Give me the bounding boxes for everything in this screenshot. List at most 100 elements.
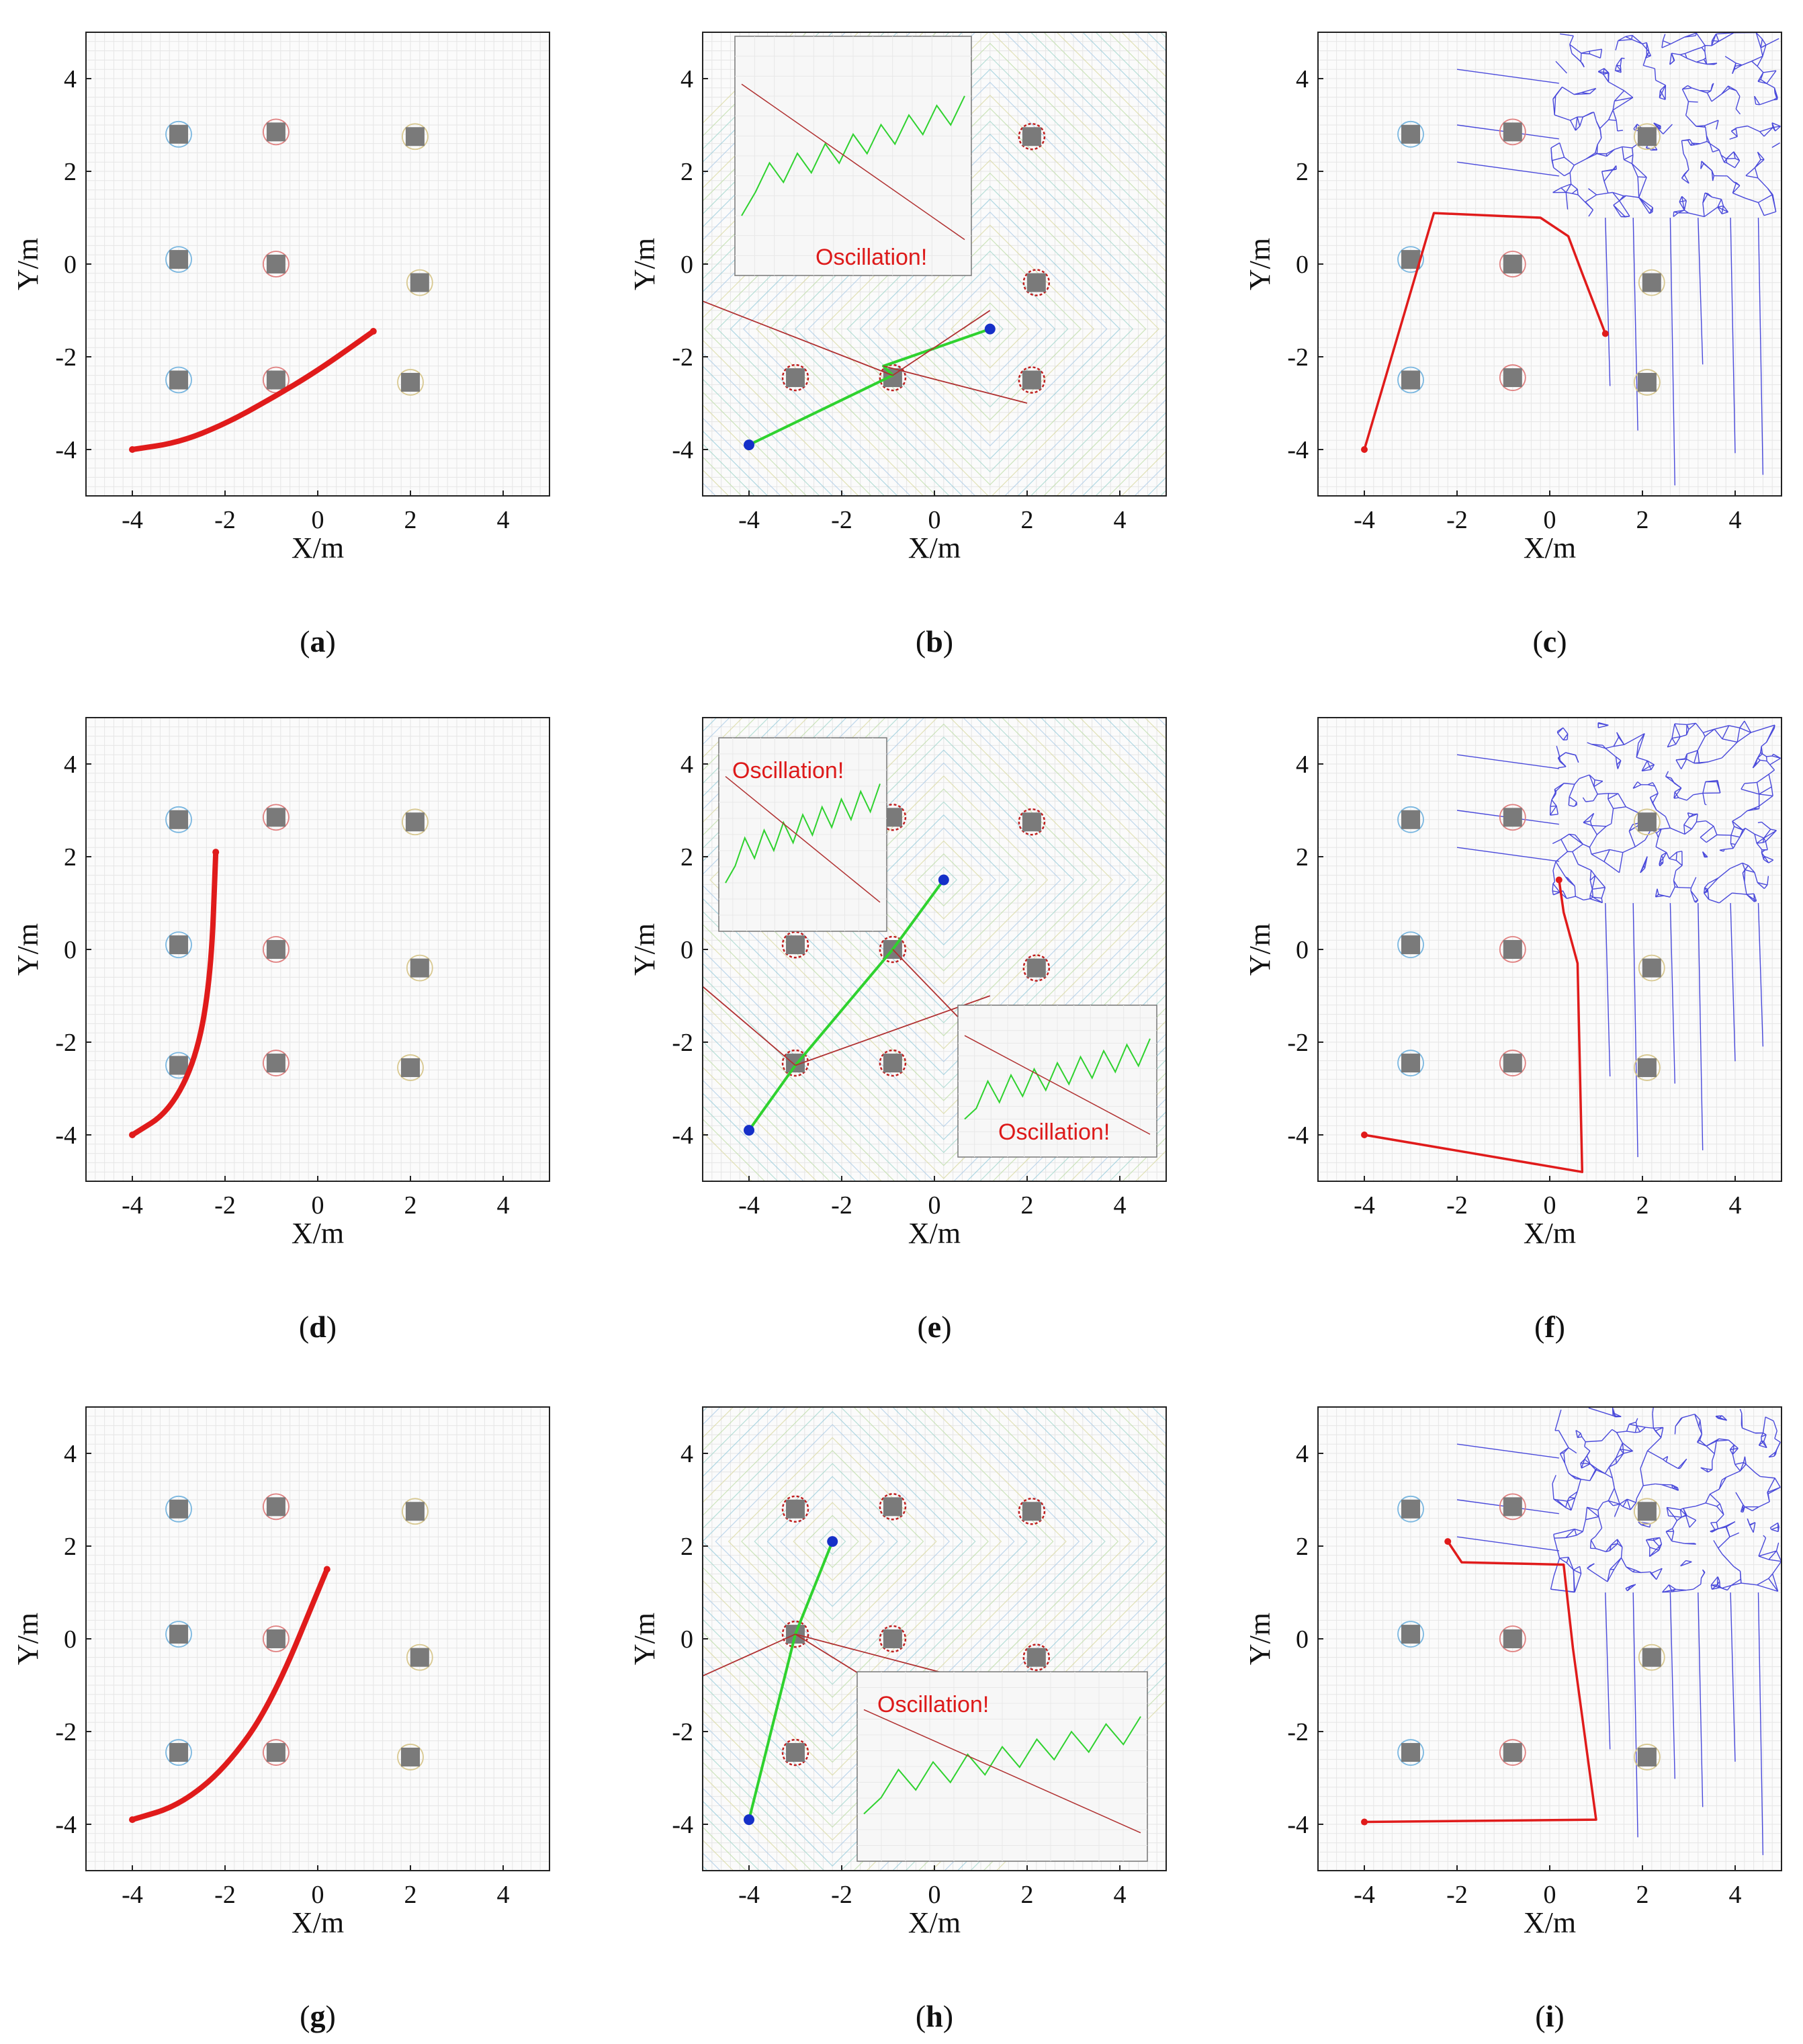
voronoi-edge (1765, 830, 1777, 842)
obstacle-2 (266, 808, 285, 827)
x-tick-label: 0 (1544, 1191, 1556, 1220)
voronoi-edge (1771, 786, 1773, 796)
obstacle-boundary (879, 1493, 907, 1521)
x-tick-label: 4 (1114, 1191, 1127, 1220)
voronoi-edge (1608, 1500, 1614, 1506)
voronoi-edge (1563, 1447, 1569, 1453)
voronoi-edge (1571, 52, 1581, 62)
voronoi-edge (1761, 1440, 1767, 1448)
voronoi-edge (1746, 894, 1755, 902)
x-axis-label: X/m (292, 1906, 344, 1939)
voronoi-edge (1589, 813, 1595, 822)
voronoi-edge (1741, 788, 1759, 795)
voronoi-edge (1635, 1431, 1640, 1433)
voronoi-edge (1615, 40, 1619, 50)
voronoi-edge (1552, 861, 1556, 871)
voronoi-edge (1610, 849, 1623, 853)
voronoi-edge (1659, 858, 1664, 862)
obstacle-5 (1503, 940, 1522, 959)
obstacle-boundary (781, 364, 809, 392)
voronoi-edge (1665, 1461, 1679, 1469)
obstacle-7 (169, 370, 188, 390)
voronoi-edge (1594, 779, 1603, 782)
voronoi-edge (1576, 1531, 1583, 1536)
voronoi-edge (1551, 799, 1557, 806)
obstacle-3 (1637, 1502, 1657, 1521)
voronoi-edge (1608, 1457, 1617, 1467)
obstacle-boundary (165, 1621, 192, 1648)
voronoi-edge (1681, 759, 1687, 769)
voronoi-edge (1704, 887, 1708, 890)
voronoi-edge (1618, 793, 1626, 808)
voronoi-edge (1652, 782, 1656, 787)
x-tick-label: 4 (497, 1191, 510, 1220)
obstacles (165, 804, 433, 1081)
voronoi-edge (1712, 40, 1719, 42)
voronoi-edge (1559, 1556, 1569, 1559)
voronoi-edge (1743, 1504, 1745, 1507)
voronoi-edge (1558, 766, 1567, 769)
voronoi-edge (1656, 828, 1662, 834)
plot-area (86, 32, 549, 496)
voronoi-edge (1709, 143, 1714, 153)
voronoi-edge (1659, 90, 1666, 100)
voronoi-edge (1550, 1576, 1554, 1590)
y-tick-label: 0 (680, 936, 693, 964)
voronoi-edge (1669, 858, 1677, 861)
voronoi-edge (1679, 52, 1685, 56)
voronoi-edge (1569, 120, 1577, 131)
voronoi-edge (1587, 1506, 1599, 1517)
obstacle-boundary (1499, 364, 1526, 391)
x-tick-label: 4 (497, 506, 510, 534)
voronoi-edge (1559, 1558, 1567, 1564)
y-axis-label: Y/m (1243, 238, 1276, 290)
obstacle-7 (786, 1743, 805, 1762)
x-tick-label: -2 (214, 506, 236, 534)
voronoi-edge (1581, 1478, 1590, 1482)
voronoi-edge (1612, 191, 1620, 202)
voronoi-edge (1760, 39, 1763, 48)
voronoi-edge (1694, 750, 1698, 763)
y-tick-label: -2 (672, 343, 693, 372)
voronoi-edge (1766, 761, 1771, 765)
voronoi-edge (1717, 780, 1721, 794)
voronoi-edge (1758, 1501, 1770, 1508)
voronoi-edge (1686, 58, 1697, 63)
voronoi-edge (1622, 1506, 1631, 1510)
voronoi-edge (1758, 194, 1773, 204)
contour-line (805, 1515, 859, 1568)
voronoi-edge (1618, 38, 1632, 42)
voronoi-edge (1620, 1558, 1627, 1568)
voronoi-edge (1655, 1426, 1664, 1432)
y-tick-label: 2 (680, 1533, 693, 1561)
obstacle-9 (401, 1058, 420, 1077)
voronoi-edge (1613, 200, 1620, 206)
voronoi-edge (1694, 1414, 1700, 1427)
voronoi-edge (1692, 142, 1700, 144)
voronoi-edge (1612, 101, 1616, 110)
voronoi-edge (1592, 887, 1606, 890)
voronoi-edge (1679, 54, 1687, 59)
voronoi-edge (1749, 1525, 1754, 1533)
voronoi-edge (1575, 1430, 1579, 1438)
voronoi-edge (1554, 114, 1571, 121)
voronoi-edge (1662, 1584, 1669, 1593)
voronoi-edge (1640, 1524, 1651, 1528)
x-tick-label: -2 (831, 1191, 852, 1220)
voronoi-edge (1628, 831, 1636, 847)
voronoi-edge (1577, 189, 1579, 195)
voronoi-edge (1608, 110, 1614, 120)
voronoi-edge (1718, 1480, 1722, 1490)
voronoi-edge (1760, 759, 1767, 762)
voronoi-edge (1629, 1421, 1636, 1425)
planned-path (748, 327, 992, 447)
obstacle-1 (169, 1499, 188, 1519)
voronoi-edge (1631, 38, 1642, 44)
voronoi-edge (1705, 127, 1708, 136)
obstacle-9 (401, 372, 420, 392)
voronoi-edge (1611, 1543, 1618, 1545)
voronoi-edge (1712, 1453, 1715, 1461)
y-axis-label: Y/m (1243, 1613, 1276, 1665)
voronoi-edge (1625, 216, 1630, 218)
voronoi-edge (1553, 167, 1565, 177)
